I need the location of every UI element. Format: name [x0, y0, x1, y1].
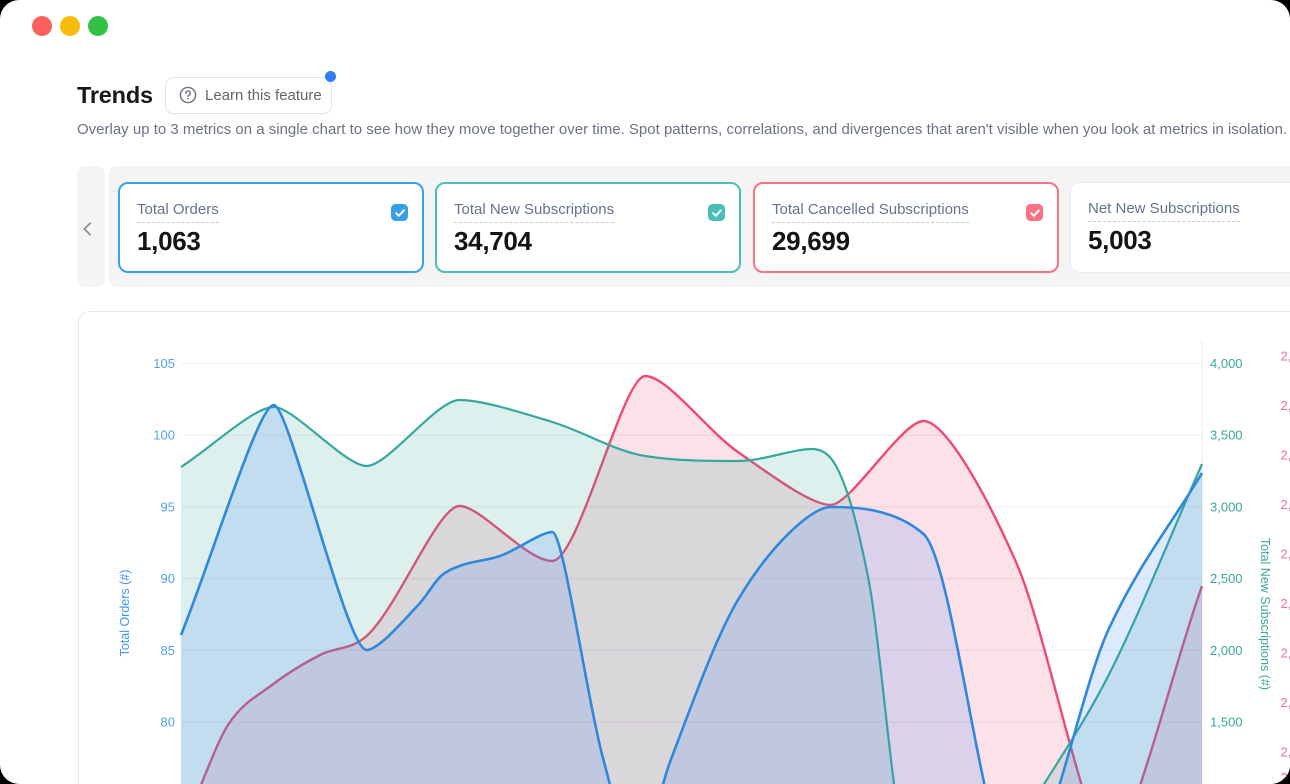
svg-text:2,750: 2,750 [1281, 398, 1290, 413]
svg-text:4,000: 4,000 [1210, 356, 1243, 371]
svg-text:2,700: 2,700 [1281, 448, 1290, 463]
svg-text:3,000: 3,000 [1210, 499, 1243, 514]
svg-text:2,800: 2,800 [1281, 349, 1290, 364]
svg-text:80: 80 [161, 715, 175, 730]
svg-text:2,400: 2,400 [1281, 745, 1290, 760]
svg-text:2,650: 2,650 [1281, 497, 1290, 512]
svg-text:105: 105 [153, 356, 175, 371]
svg-text:2,550: 2,550 [1281, 596, 1290, 611]
svg-text:85: 85 [161, 643, 175, 658]
svg-text:Total Orders (#): Total Orders (#) [118, 570, 132, 657]
svg-text:2,500: 2,500 [1210, 571, 1243, 586]
svg-text:2,350: 2,350 [1281, 770, 1290, 784]
svg-text:2,000: 2,000 [1210, 643, 1243, 658]
svg-text:3,500: 3,500 [1210, 428, 1243, 443]
svg-text:1,500: 1,500 [1210, 715, 1243, 730]
svg-text:Total New Subscriptions (#): Total New Subscriptions (#) [1258, 538, 1272, 690]
svg-text:2,600: 2,600 [1281, 547, 1290, 562]
svg-text:95: 95 [161, 499, 175, 514]
svg-text:2,450: 2,450 [1281, 695, 1290, 710]
svg-text:90: 90 [161, 571, 175, 586]
svg-text:100: 100 [153, 428, 175, 443]
svg-text:2,500: 2,500 [1281, 646, 1290, 661]
